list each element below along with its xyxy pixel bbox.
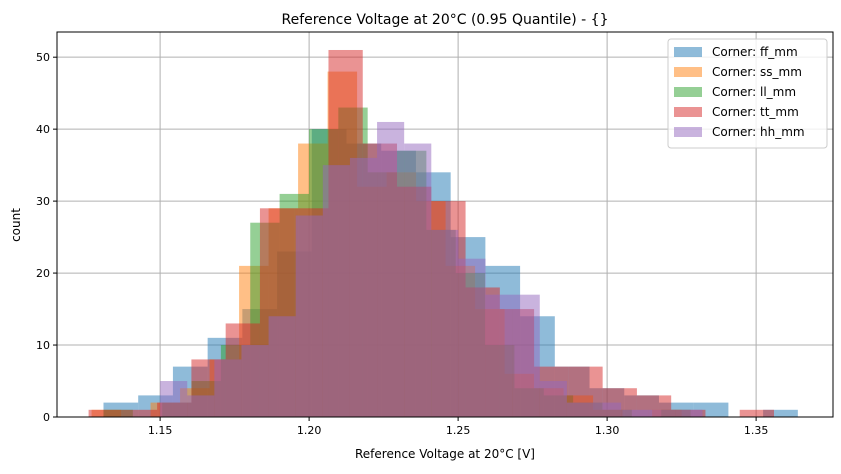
histogram-bar-cornerff_mm [763,409,798,417]
histogram-bar-cornerhh_mm [648,409,676,417]
histogram-bar-cornerhh_mm [295,215,323,417]
histogram-bar-cornerhh_mm [322,165,350,417]
y-tick-label: 40 [36,123,50,136]
histogram-bar-cornerhh_mm [404,143,432,417]
x-tick-label: 1.20 [297,424,322,437]
y-axis-label: count [9,208,23,242]
legend-swatch [674,107,702,117]
histogram-bar-cornerhh_mm [566,402,595,417]
x-tick-label: 1.25 [446,424,471,437]
histogram-bar-cornerhh_mm [377,121,405,417]
legend-swatch [674,47,702,57]
legend-swatch [674,87,702,97]
histogram-bar-cornerhh_mm [458,258,486,417]
histogram-bar-cornerhh_mm [214,359,242,417]
legend-label: Corner: ll_mm [712,85,796,99]
legend-box [667,38,828,149]
legend-label: Corner: ss_mm [712,65,802,79]
histogram-bar-cornerhh_mm [187,395,215,417]
legend-label: Corner: tt_mm [712,105,799,119]
histogram-bar-cornertt_mm [88,409,123,417]
x-axis-label: Reference Voltage at 20°C [V] [355,447,535,461]
legend-label: Corner: ff_mm [712,45,798,59]
histogram-bar-cornerhh_mm [594,402,622,417]
y-tick-label: 20 [36,267,50,280]
histogram-bar-cornertt_mm [739,409,774,417]
chart-title: Reference Voltage at 20°C (0.95 Quantile… [281,12,608,28]
y-tick-label: 30 [36,195,50,208]
x-tick-label: 1.35 [744,424,769,437]
x-tick-label: 1.15 [148,424,173,437]
histogram-bar-cornerhh_mm [349,157,378,418]
histogram-bar-cornerhh_mm [675,409,703,417]
y-tick-label: 0 [43,411,50,424]
plot-frame [56,31,834,418]
legend-label: Corner: hh_mm [712,125,805,139]
histogram-bar-cornerhh_mm [160,381,188,417]
legend-swatch [674,127,702,137]
x-tick-label: 1.30 [595,424,620,437]
histogram-bar-cornerhh_mm [485,294,513,417]
histogram-bar-cornerhh_mm [512,294,540,417]
histogram-bar-cornerhh_mm [241,345,269,417]
legend: Corner: ff_mm Corner: ss_mm Corner: ll_mm C… [667,38,828,149]
histogram-bar-cornerhh_mm [621,409,649,417]
histogram-bar-cornerhh_mm [431,229,459,417]
histogram-bar-cornertt_mm [122,409,158,417]
y-tick-label: 50 [36,51,50,64]
y-tick-label: 10 [36,339,50,352]
histogram-bar-cornerhh_mm [268,316,296,417]
histogram-bar-cornerhh_mm [539,381,567,417]
legend-swatch [674,67,702,77]
